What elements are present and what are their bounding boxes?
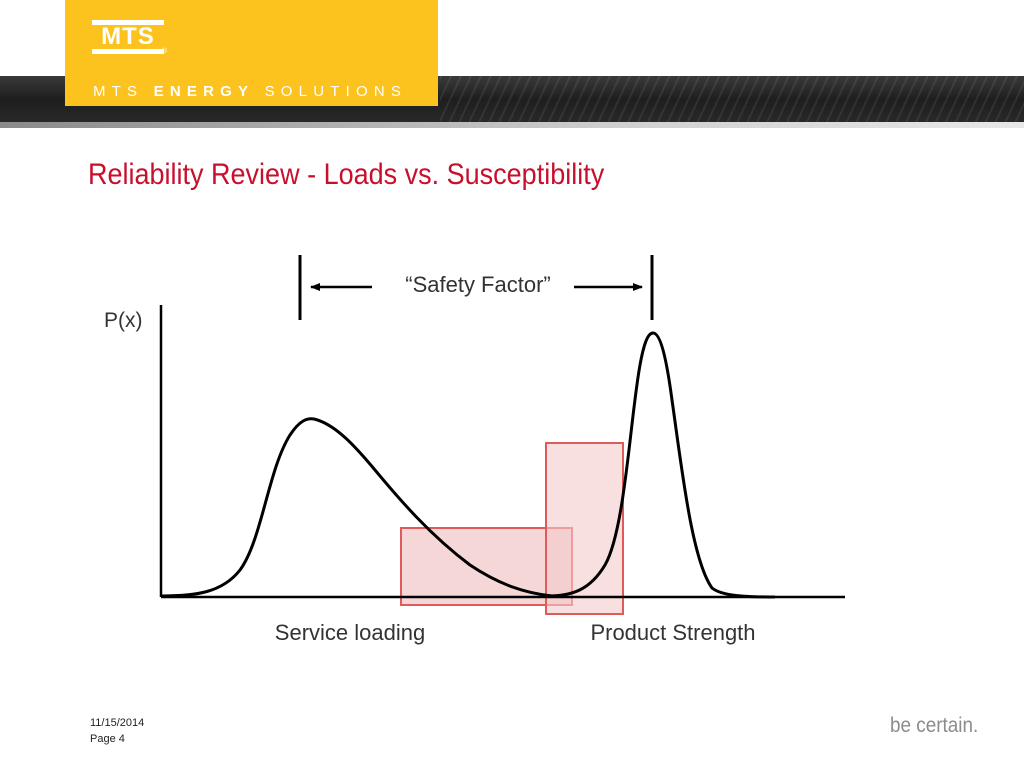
overlap-highlight-box [400,527,573,606]
service-loading-label: Service loading [275,620,425,645]
banner-bottom-stripe [0,122,1024,128]
banner-strong: ENERGY [153,83,255,100]
footer-date: 11/15/2014 [90,717,145,729]
logo-registered-mark: ® [162,48,168,55]
safety-factor-label: “Safety Factor” [405,272,550,297]
service-loading-curve [160,417,553,598]
banner-pattern [440,76,1024,128]
y-axis-label: P(x) [104,309,143,332]
brand-tagline: be certain. [890,714,979,737]
product-strength-curve [547,331,776,599]
logo-text: MTS [92,20,164,54]
product-strength-label: Product Strength [590,620,755,645]
banner-suffix: SOLUTIONS [264,83,408,100]
mts-logo: MTS ® [92,20,168,58]
banner-prefix: MTS [93,83,144,100]
slide-title: Reliability Review - Loads vs. Susceptib… [88,158,605,191]
footer-page-number: Page 4 [90,733,125,745]
banner-title: MTS ENERGY SOLUTIONS [93,83,407,100]
